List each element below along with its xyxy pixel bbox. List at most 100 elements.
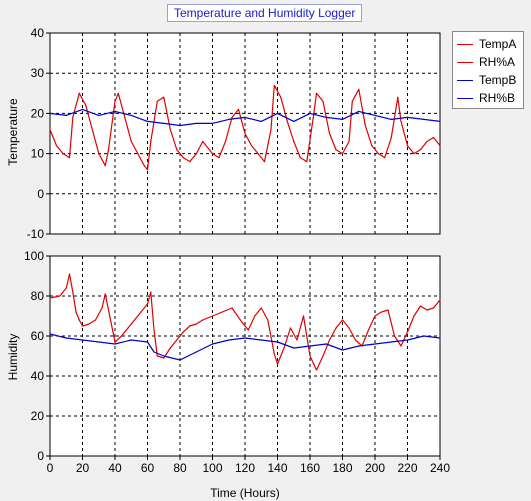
legend-label-rha: RH%A — [479, 55, 516, 69]
data-point-rha — [176, 339, 178, 341]
hum-xtick-label-1: 20 — [76, 461, 90, 475]
data-point-tempa — [72, 116, 74, 118]
data-point-tempa — [439, 145, 441, 147]
data-point-tempa — [273, 84, 275, 86]
time-axis-label: Time (Hours) — [210, 486, 280, 500]
data-point-tempa — [237, 108, 240, 110]
hum-xtick-label-12: 240 — [430, 461, 450, 475]
legend-label-tempb: TempB — [479, 73, 517, 87]
data-point-rha — [75, 311, 77, 313]
hum-xtick-label-7: 140 — [267, 461, 287, 475]
data-point-tempa — [117, 92, 119, 94]
data-point-tempb — [81, 108, 84, 110]
data-point-rha — [387, 309, 389, 311]
temp-ytick-label-0: -10 — [27, 227, 45, 241]
data-point-rha — [393, 335, 396, 337]
data-point-rhb — [423, 335, 425, 337]
data-point-rhb — [163, 355, 165, 357]
data-point-rhb — [49, 333, 51, 335]
data-point-rha — [289, 327, 292, 329]
data-point-rha — [309, 355, 311, 357]
data-point-tempa — [299, 157, 301, 159]
data-point-rha — [88, 323, 90, 325]
data-point-rha — [247, 329, 249, 331]
data-point-tempa — [348, 140, 350, 143]
data-point-rha — [169, 347, 171, 349]
data-point-tempb — [114, 110, 116, 112]
data-point-rha — [367, 329, 370, 331]
data-point-rha — [120, 335, 123, 337]
data-point-tempb — [65, 114, 67, 116]
data-point-rha — [273, 353, 275, 355]
data-point-tempa — [202, 140, 204, 143]
data-point-tempa — [163, 96, 165, 98]
data-point-tempa — [328, 132, 331, 135]
data-point-rhb — [146, 341, 149, 343]
data-point-tempa — [257, 153, 259, 155]
data-point-tempa — [397, 96, 399, 98]
data-point-tempa — [286, 120, 288, 122]
data-point-rhb — [179, 359, 181, 361]
data-point-rhb — [341, 349, 344, 351]
data-point-rha — [302, 315, 305, 317]
legend-label-rhb: RH%B — [479, 91, 516, 105]
data-point-tempa — [150, 140, 152, 143]
data-point-rha — [380, 311, 383, 313]
data-point-rha — [322, 355, 324, 357]
data-point-rha — [315, 369, 318, 371]
temp-ytick-label-3: 20 — [31, 106, 45, 120]
data-point-rha — [72, 291, 74, 293]
data-point-rhb — [244, 337, 246, 339]
data-point-rha — [107, 309, 110, 311]
hum-xtick-label-8: 160 — [300, 461, 320, 475]
data-point-tempb — [260, 120, 262, 122]
data-point-tempa — [306, 161, 308, 163]
data-point-rhb — [228, 339, 230, 341]
data-point-rhb — [130, 339, 132, 341]
data-point-tempa — [91, 128, 93, 131]
data-point-tempa — [341, 153, 344, 155]
hum-xtick-label-10: 200 — [365, 461, 385, 475]
data-point-tempa — [85, 104, 87, 106]
data-point-tempa — [98, 153, 100, 155]
data-point-tempa — [49, 128, 51, 131]
data-point-tempa — [364, 124, 366, 127]
data-point-tempa — [270, 128, 272, 131]
hum-ytick-label-2: 40 — [31, 369, 45, 383]
data-point-rha — [78, 319, 80, 321]
data-point-tempa — [231, 116, 233, 118]
data-point-tempa — [218, 157, 220, 159]
hum-xtick-label-9: 180 — [332, 461, 352, 475]
data-point-tempa — [169, 128, 171, 131]
data-point-rhb — [374, 343, 376, 345]
data-point-tempa — [143, 165, 145, 167]
data-point-rhb — [211, 343, 214, 345]
data-point-rha — [68, 273, 71, 275]
hum-xtick-label-6: 120 — [235, 461, 255, 475]
data-point-rhb — [358, 345, 360, 347]
data-point-tempa — [55, 145, 58, 147]
hum-ytick-label-4: 80 — [31, 289, 45, 303]
temp-ytick-label-1: 0 — [37, 187, 44, 201]
data-point-tempa — [62, 153, 64, 155]
data-point-rha — [276, 363, 279, 365]
data-point-tempb — [195, 122, 197, 124]
data-point-tempa — [114, 100, 116, 102]
data-point-tempb — [423, 118, 425, 120]
data-point-tempb — [163, 122, 165, 124]
data-point-rha — [341, 319, 344, 321]
hum-xtick-label-4: 80 — [173, 461, 187, 475]
data-point-tempa — [390, 136, 392, 139]
data-point-tempb — [341, 118, 344, 120]
data-point-tempa — [432, 136, 435, 139]
data-point-tempb — [146, 120, 149, 122]
data-point-tempa — [156, 100, 158, 102]
data-point-rha — [296, 339, 298, 341]
data-point-rha — [254, 315, 256, 317]
data-point-tempa — [400, 120, 402, 122]
hum-xtick-label-11: 220 — [397, 461, 417, 475]
data-point-rha — [163, 357, 165, 359]
data-point-rhb — [276, 341, 279, 343]
series-line-rha — [49, 273, 441, 371]
data-point-tempa — [137, 153, 139, 155]
